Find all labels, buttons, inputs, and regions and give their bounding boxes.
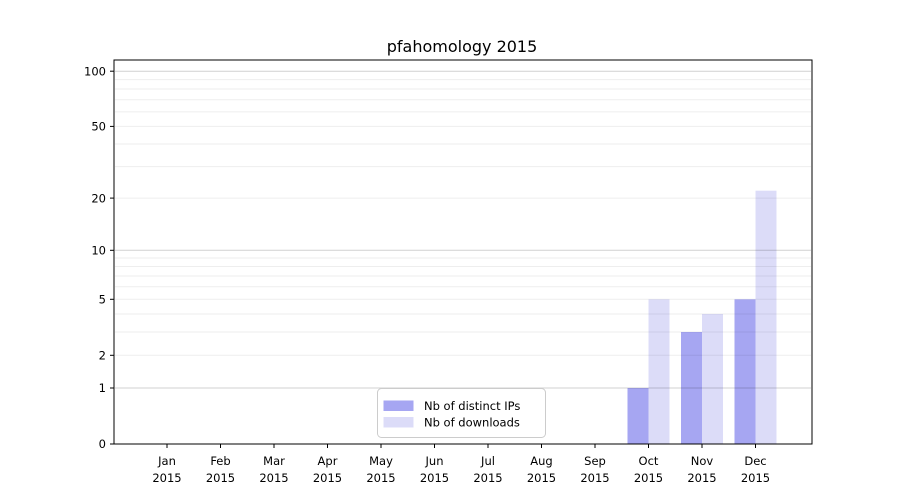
x-tick-label-month-nov: Nov (691, 454, 714, 468)
y-tick-label-20: 20 (91, 191, 106, 205)
bar-dec-downloads (755, 190, 777, 444)
bar-oct-distinct-ips (627, 388, 649, 444)
x-tick-label-year-jul: 2015 (473, 471, 502, 485)
x-tick-label-month-mar: Mar (263, 454, 285, 468)
bar-nov-downloads (702, 314, 723, 444)
y-tick-label-1: 1 (99, 381, 106, 395)
legend-swatch-downloads (383, 417, 414, 428)
legend-label-distinct-ips: Nb of distinct IPs (424, 399, 520, 413)
bars-layer (627, 190, 777, 444)
x-tick-label-month-dec: Dec (744, 454, 766, 468)
x-tick-label-year-aug: 2015 (527, 471, 556, 485)
legend-swatch-distinct-ips (383, 400, 414, 411)
legend: Nb of distinct IPs Nb of downloads (377, 388, 546, 438)
axes-layer: 0 1 2 5 10 20 50 100 Jan 2015 Feb 2015 Mar 2015 Apr 201… (84, 64, 770, 485)
x-tick-label-month-oct: Oct (639, 454, 659, 468)
x-tick-label-month-jun: Jun (425, 454, 444, 468)
x-tick-label-year-feb: 2015 (206, 471, 235, 485)
bar-nov-distinct-ips (681, 332, 702, 444)
x-tick-label-year-nov: 2015 (687, 471, 716, 485)
y-tick-label-10: 10 (91, 244, 106, 258)
bar-dec-distinct-ips (734, 299, 756, 444)
chart-title: pfahomology 2015 (387, 37, 538, 56)
x-tick-label-year-jan: 2015 (152, 471, 181, 485)
plot-frame (113, 59, 813, 445)
x-tick-label-month-jan: Jan (157, 454, 176, 468)
legend-label-downloads: Nb of downloads (424, 416, 520, 430)
gridlines-layer (115, 70, 811, 389)
y-tick-label-5: 5 (99, 293, 106, 307)
bar-oct-downloads (648, 299, 670, 444)
x-tick-label-month-aug: Aug (530, 454, 552, 468)
x-tick-label-year-oct: 2015 (634, 471, 663, 485)
y-tick-label-100: 100 (84, 64, 106, 78)
x-tick-label-year-mar: 2015 (259, 471, 288, 485)
x-tick-label-month-may: May (369, 454, 393, 468)
y-tick-label-2: 2 (99, 349, 106, 363)
x-tick-label-month-jul: Jul (480, 454, 495, 468)
x-tick-label-month-sep: Sep (584, 454, 606, 468)
x-tick-label-year-sep: 2015 (580, 471, 609, 485)
x-tick-label-month-apr: Apr (318, 454, 338, 468)
x-tick-label-year-jun: 2015 (420, 471, 449, 485)
x-tick-label-year-may: 2015 (366, 471, 395, 485)
legend-box (377, 388, 546, 438)
x-tick-label-year-dec: 2015 (741, 471, 770, 485)
x-tick-label-month-feb: Feb (210, 454, 230, 468)
x-tick-label-year-apr: 2015 (313, 471, 342, 485)
y-tick-label-0: 0 (99, 437, 106, 451)
y-tick-label-50: 50 (91, 120, 106, 134)
